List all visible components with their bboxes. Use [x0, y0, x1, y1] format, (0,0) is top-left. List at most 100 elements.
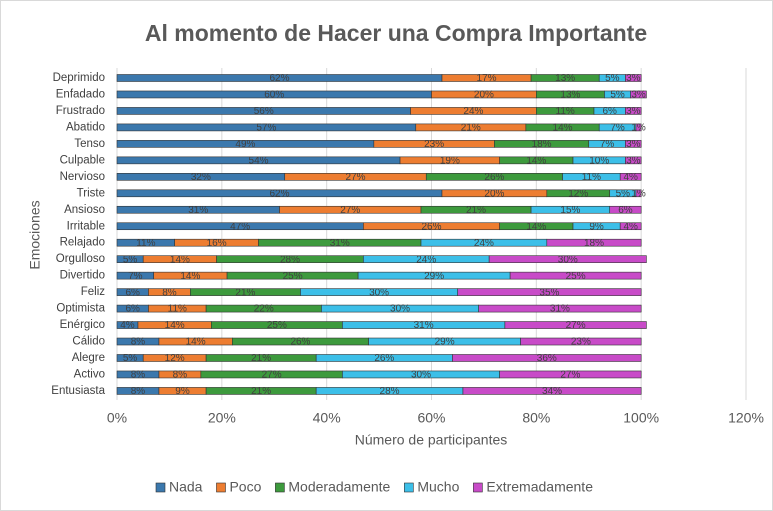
data-label: 29% — [435, 337, 455, 348]
y-tick-label: Tenso — [74, 138, 105, 150]
data-label: 9% — [175, 386, 190, 397]
data-label: 11% — [556, 106, 575, 117]
bar-segment — [509, 271, 642, 280]
data-label: 56% — [254, 106, 274, 117]
data-label: 9% — [589, 221, 604, 232]
legend-label: Poco — [229, 479, 261, 495]
data-label: 21% — [466, 205, 486, 216]
data-label: 30% — [390, 304, 410, 315]
data-label: 14% — [180, 271, 200, 282]
bar-segment — [625, 140, 642, 148]
y-tick-label: Frustrado — [56, 105, 105, 117]
y-tick-label: Enfadado — [56, 89, 105, 101]
data-label: 34% — [542, 386, 562, 397]
data-label: 17% — [477, 73, 497, 84]
data-label: 14% — [165, 320, 185, 331]
data-label: 27% — [345, 172, 365, 183]
data-label: 6% — [125, 287, 140, 298]
data-label: 7% — [610, 123, 625, 134]
data-label: 12% — [165, 353, 185, 364]
y-tick-label: Divertido — [60, 270, 105, 282]
data-label: 18% — [584, 238, 604, 249]
data-label: 21% — [235, 287, 255, 298]
x-tick-label: 80% — [522, 410, 550, 426]
data-label: 21% — [251, 386, 271, 397]
data-label: 25% — [283, 271, 303, 282]
chart-title: Al momento de Hacer una Compra Important… — [145, 20, 647, 46]
bar-segment — [625, 74, 642, 82]
data-label: 7% — [600, 139, 615, 150]
data-label: 26% — [421, 221, 441, 232]
bar-segment — [457, 288, 642, 296]
data-label: 24% — [463, 106, 483, 117]
bar-segment — [499, 370, 642, 379]
data-label: 23% — [571, 337, 591, 348]
y-tick-label: Cálido — [72, 336, 105, 348]
x-tick-label: 40% — [313, 410, 341, 426]
data-label: 20% — [484, 188, 504, 199]
data-label: 19% — [440, 155, 460, 166]
legend-label: Nada — [169, 479, 203, 495]
data-label: 25% — [566, 271, 586, 282]
y-tick-label: Culpable — [60, 154, 105, 166]
data-label: 5% — [605, 73, 620, 84]
data-label: 7% — [128, 271, 143, 282]
legend-label: Mucho — [417, 479, 459, 495]
data-label: 4% — [623, 172, 638, 183]
data-label: 6% — [602, 106, 617, 117]
y-tick-label: Alegre — [72, 352, 105, 364]
legend-swatch — [155, 482, 166, 493]
bar-segment — [625, 156, 642, 165]
data-label: 11% — [136, 238, 155, 249]
y-tick-label: Abatido — [66, 121, 105, 133]
data-label: 60% — [264, 90, 284, 101]
data-label: 62% — [269, 188, 289, 199]
data-label: 14% — [526, 155, 546, 166]
data-label: 11% — [168, 304, 187, 315]
data-label: 30% — [558, 254, 578, 265]
bar-segment — [619, 173, 642, 181]
bar-segment — [619, 222, 642, 231]
data-label: 13% — [555, 73, 575, 84]
bar-segment — [478, 304, 642, 313]
data-label: 5% — [123, 353, 138, 364]
data-label: 5% — [610, 90, 625, 101]
data-label: 23% — [424, 139, 444, 150]
bar-segment — [625, 107, 642, 115]
y-tick-label: Entusiasta — [51, 385, 105, 397]
bar-segment — [635, 189, 642, 198]
data-label: 35% — [539, 287, 559, 298]
data-label: 25% — [267, 320, 287, 331]
data-label: 31% — [414, 320, 434, 331]
data-label: 27% — [560, 370, 580, 381]
legend-label: Extremadamente — [486, 479, 593, 495]
legend-swatch — [216, 482, 226, 493]
data-label: 31% — [330, 238, 350, 249]
data-label: 62% — [269, 73, 289, 84]
data-label: 3% — [626, 139, 641, 150]
data-label: 14% — [186, 337, 206, 348]
data-label: 5% — [123, 254, 138, 265]
y-tick-label: Orgulloso — [56, 253, 105, 265]
data-label: 4% — [623, 221, 638, 232]
y-tick-label: Relajado — [60, 237, 105, 249]
data-label: 30% — [369, 287, 389, 298]
data-label: 14% — [553, 123, 573, 134]
data-label: 1% — [631, 123, 646, 134]
data-label: 14% — [526, 221, 546, 232]
data-label: 8% — [131, 370, 146, 381]
data-label: 47% — [230, 221, 250, 232]
data-label: 27% — [566, 320, 586, 331]
y-tick-label: Feliz — [81, 286, 106, 298]
bar-segment — [462, 387, 642, 395]
data-label: 12% — [568, 188, 588, 199]
data-label: 32% — [191, 172, 211, 183]
y-tick-label: Enérgico — [60, 319, 105, 331]
data-label: 18% — [532, 139, 552, 150]
legend-swatch — [473, 482, 483, 493]
legend-swatch — [275, 482, 285, 493]
bar-segment — [520, 337, 642, 346]
data-label: 27% — [340, 205, 360, 216]
data-label: 54% — [249, 155, 269, 166]
data-label: 11% — [582, 172, 601, 183]
